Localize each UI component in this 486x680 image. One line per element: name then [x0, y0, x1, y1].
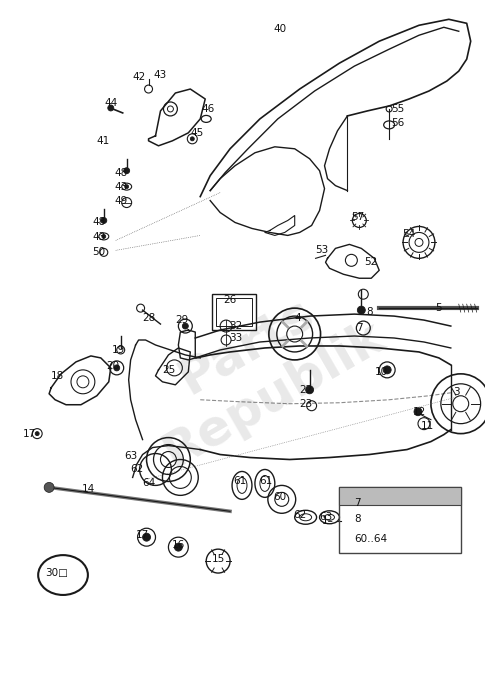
- Text: 7: 7: [354, 498, 361, 509]
- Text: 60..64: 60..64: [354, 534, 387, 544]
- Circle shape: [357, 306, 365, 314]
- Text: 62: 62: [293, 510, 306, 520]
- Bar: [212, 294, 256, 330]
- Text: 19: 19: [112, 345, 125, 355]
- Text: 61: 61: [233, 477, 246, 486]
- Circle shape: [414, 408, 422, 415]
- Circle shape: [306, 386, 313, 394]
- Text: 20: 20: [106, 361, 119, 371]
- Circle shape: [125, 185, 129, 188]
- Text: 26: 26: [224, 295, 237, 305]
- Text: 64: 64: [142, 479, 155, 488]
- Circle shape: [174, 543, 182, 551]
- Text: 62: 62: [130, 464, 143, 475]
- Text: 43: 43: [154, 70, 167, 80]
- Text: 50: 50: [92, 248, 105, 257]
- Text: 55: 55: [392, 104, 405, 114]
- Text: 4: 4: [295, 313, 301, 323]
- Circle shape: [101, 218, 107, 224]
- Text: 41: 41: [96, 136, 109, 146]
- Text: 23: 23: [299, 398, 312, 409]
- Bar: [216, 298, 252, 326]
- Text: 45: 45: [191, 128, 204, 138]
- Text: 63: 63: [124, 451, 137, 460]
- Text: 54: 54: [402, 229, 416, 239]
- Text: 57: 57: [351, 211, 364, 222]
- Text: 17: 17: [23, 428, 36, 439]
- Text: 16: 16: [172, 540, 185, 550]
- Text: 42: 42: [132, 72, 145, 82]
- Text: 53: 53: [315, 245, 328, 256]
- Circle shape: [191, 137, 194, 141]
- Circle shape: [182, 323, 188, 329]
- Circle shape: [123, 168, 130, 173]
- Text: 10: 10: [375, 367, 388, 377]
- Text: 48: 48: [114, 168, 127, 177]
- Text: 17: 17: [136, 530, 149, 540]
- Text: 61: 61: [259, 477, 273, 486]
- Text: 15: 15: [211, 554, 225, 564]
- Text: 49: 49: [114, 196, 127, 205]
- Text: 28: 28: [142, 313, 155, 323]
- Text: 63: 63: [319, 512, 332, 522]
- Bar: [339, 488, 461, 553]
- Text: 5: 5: [435, 303, 442, 313]
- Text: 12: 12: [412, 407, 426, 417]
- Circle shape: [142, 533, 151, 541]
- Text: 25: 25: [162, 365, 175, 375]
- Text: 8: 8: [366, 307, 373, 317]
- Circle shape: [102, 235, 106, 239]
- Text: 18: 18: [51, 371, 64, 381]
- Text: 11: 11: [420, 421, 434, 430]
- Text: 7: 7: [356, 323, 363, 333]
- Text: 40: 40: [273, 24, 286, 34]
- Text: 1–: 1–: [322, 516, 333, 526]
- Text: 44: 44: [104, 98, 118, 108]
- Circle shape: [383, 366, 391, 374]
- Text: 32: 32: [229, 321, 243, 331]
- Bar: [339, 488, 461, 505]
- Text: 8: 8: [354, 514, 361, 524]
- Text: Parts
Republik: Parts Republik: [127, 263, 393, 477]
- Text: 52: 52: [364, 257, 378, 267]
- Circle shape: [35, 432, 39, 436]
- Text: 29: 29: [176, 315, 189, 325]
- Text: 14: 14: [82, 484, 96, 494]
- Text: 60: 60: [273, 492, 286, 503]
- Circle shape: [114, 365, 120, 371]
- Text: 56: 56: [392, 118, 405, 128]
- Text: 48: 48: [92, 218, 105, 228]
- Text: 22: 22: [299, 385, 312, 395]
- Text: 33: 33: [229, 333, 243, 343]
- Text: 43: 43: [92, 233, 105, 243]
- Circle shape: [44, 482, 54, 492]
- Text: 30□: 30□: [46, 568, 69, 578]
- Text: 43: 43: [114, 182, 127, 192]
- Text: 3: 3: [453, 387, 460, 397]
- Text: 46: 46: [202, 104, 215, 114]
- Circle shape: [108, 105, 114, 111]
